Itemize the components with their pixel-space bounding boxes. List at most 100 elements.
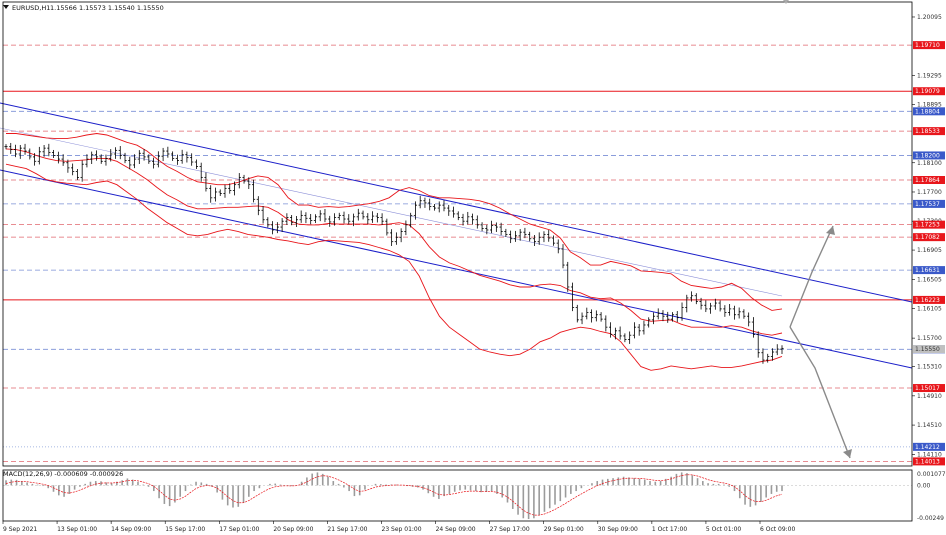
candle bbox=[94, 150, 99, 161]
level-price-tag bbox=[913, 220, 945, 229]
candle bbox=[518, 229, 522, 241]
level-price-tag bbox=[913, 384, 945, 393]
candle bbox=[104, 154, 108, 166]
candle bbox=[290, 215, 294, 226]
candle bbox=[437, 201, 441, 213]
candle bbox=[52, 149, 56, 159]
candle bbox=[337, 212, 341, 221]
candle bbox=[570, 282, 575, 312]
symbol-label: EURUSD,H1 bbox=[12, 4, 50, 12]
price-axis: 1.200951.192951.188951.181001.177001.173… bbox=[912, 14, 945, 466]
level-price-label: 1.14013 bbox=[915, 458, 940, 465]
bearish-projection-arrow[interactable] bbox=[789, 326, 851, 459]
candle bbox=[447, 204, 451, 216]
candle bbox=[380, 213, 384, 225]
candle bbox=[209, 185, 213, 203]
candle bbox=[609, 322, 613, 338]
candle bbox=[732, 305, 736, 320]
level-price-label: 1.19079 bbox=[915, 88, 940, 95]
candle bbox=[513, 230, 517, 242]
candle bbox=[113, 147, 118, 159]
candle bbox=[190, 153, 194, 166]
price-tick-label: 1.14110 bbox=[917, 451, 942, 458]
candle bbox=[313, 214, 318, 224]
candle bbox=[461, 213, 465, 226]
price-tick-label: 1.17700 bbox=[917, 189, 942, 196]
macd-signal-line bbox=[5, 474, 783, 516]
candle bbox=[409, 212, 413, 228]
candle bbox=[418, 195, 422, 209]
macd-header: MACD(12,26,9) -0.000609 -0.000926 bbox=[3, 470, 123, 478]
candle bbox=[213, 187, 218, 202]
channel-mid-line bbox=[0, 127, 783, 297]
candle bbox=[404, 220, 408, 236]
candle bbox=[504, 228, 508, 237]
candle bbox=[737, 307, 741, 319]
candle bbox=[132, 154, 137, 169]
time-tick-label: 24 Sep 09:00 bbox=[436, 526, 476, 533]
candle bbox=[42, 144, 46, 157]
regression-channel bbox=[0, 102, 913, 369]
candle bbox=[575, 304, 579, 323]
ohlc-readout: 1.15566 1.15573 1.15540 1.15550 bbox=[50, 4, 164, 12]
time-axis: 9 Sep 2021 13 Sep 01:00 14 Sep 09:00 15 Sep… bbox=[2, 521, 795, 533]
level-price-label: 1.17537 bbox=[915, 201, 940, 208]
macd-tick-label: 0.001077 bbox=[917, 471, 946, 478]
candle bbox=[118, 146, 122, 160]
candle bbox=[332, 213, 337, 226]
candle bbox=[266, 217, 270, 228]
candle bbox=[718, 300, 722, 312]
price-tick-label: 1.16505 bbox=[917, 276, 942, 283]
time-tick-label: 23 Sep 01:00 bbox=[382, 526, 422, 533]
bollinger-upper bbox=[6, 133, 783, 311]
candle bbox=[399, 228, 403, 243]
candle bbox=[166, 146, 170, 158]
candle bbox=[180, 149, 184, 164]
price-tick-label: 1.16105 bbox=[917, 306, 942, 313]
price-tick-label: 1.19295 bbox=[917, 72, 942, 79]
candle bbox=[775, 344, 779, 356]
candle bbox=[304, 212, 308, 224]
candle bbox=[423, 197, 427, 208]
time-tick-label: 5 Oct 01:00 bbox=[706, 526, 741, 533]
price-tick-label: 1.18100 bbox=[917, 160, 942, 167]
level-price-label: 1.17864 bbox=[915, 177, 940, 184]
level-price-label: 1.17082 bbox=[915, 234, 940, 241]
level-price-label: 1.18533 bbox=[915, 128, 940, 135]
candle bbox=[394, 232, 398, 245]
level-price-label: 1.16223 bbox=[915, 297, 940, 304]
level-price-tag bbox=[913, 295, 945, 304]
candle bbox=[370, 211, 375, 223]
shift-marker-icon[interactable] bbox=[783, 0, 789, 4]
candle bbox=[728, 304, 732, 316]
candle bbox=[670, 312, 675, 322]
candle bbox=[90, 151, 94, 164]
price-tick-label: 1.15700 bbox=[917, 335, 942, 342]
level-price-tag bbox=[913, 107, 945, 116]
current-price-label: 1.15550 bbox=[915, 346, 940, 353]
candle bbox=[309, 213, 313, 225]
channel-upper-line[interactable] bbox=[0, 102, 913, 303]
candle bbox=[770, 348, 775, 361]
candle bbox=[637, 324, 641, 336]
candle bbox=[680, 302, 684, 321]
candle bbox=[280, 218, 284, 232]
bullish-projection-arrow[interactable] bbox=[789, 225, 834, 328]
candle bbox=[704, 300, 708, 313]
candle bbox=[599, 312, 603, 322]
collapse-triangle-icon[interactable] bbox=[3, 5, 9, 9]
level-price-tag bbox=[913, 199, 945, 208]
candle bbox=[613, 327, 617, 340]
time-tick-label: 14 Sep 09:00 bbox=[111, 526, 151, 533]
time-tick-label: 13 Sep 01:00 bbox=[57, 526, 97, 533]
candle bbox=[694, 293, 698, 305]
candle bbox=[237, 173, 241, 189]
candle bbox=[509, 230, 513, 244]
channel-lower-line[interactable] bbox=[0, 169, 913, 369]
candle bbox=[328, 215, 332, 227]
candle bbox=[442, 200, 446, 212]
chart-header: EURUSD,H1 1.15566 1.15573 1.15540 1.1555… bbox=[3, 4, 164, 12]
price-tick-label: 1.15310 bbox=[917, 364, 942, 371]
level-price-tag bbox=[913, 87, 945, 96]
